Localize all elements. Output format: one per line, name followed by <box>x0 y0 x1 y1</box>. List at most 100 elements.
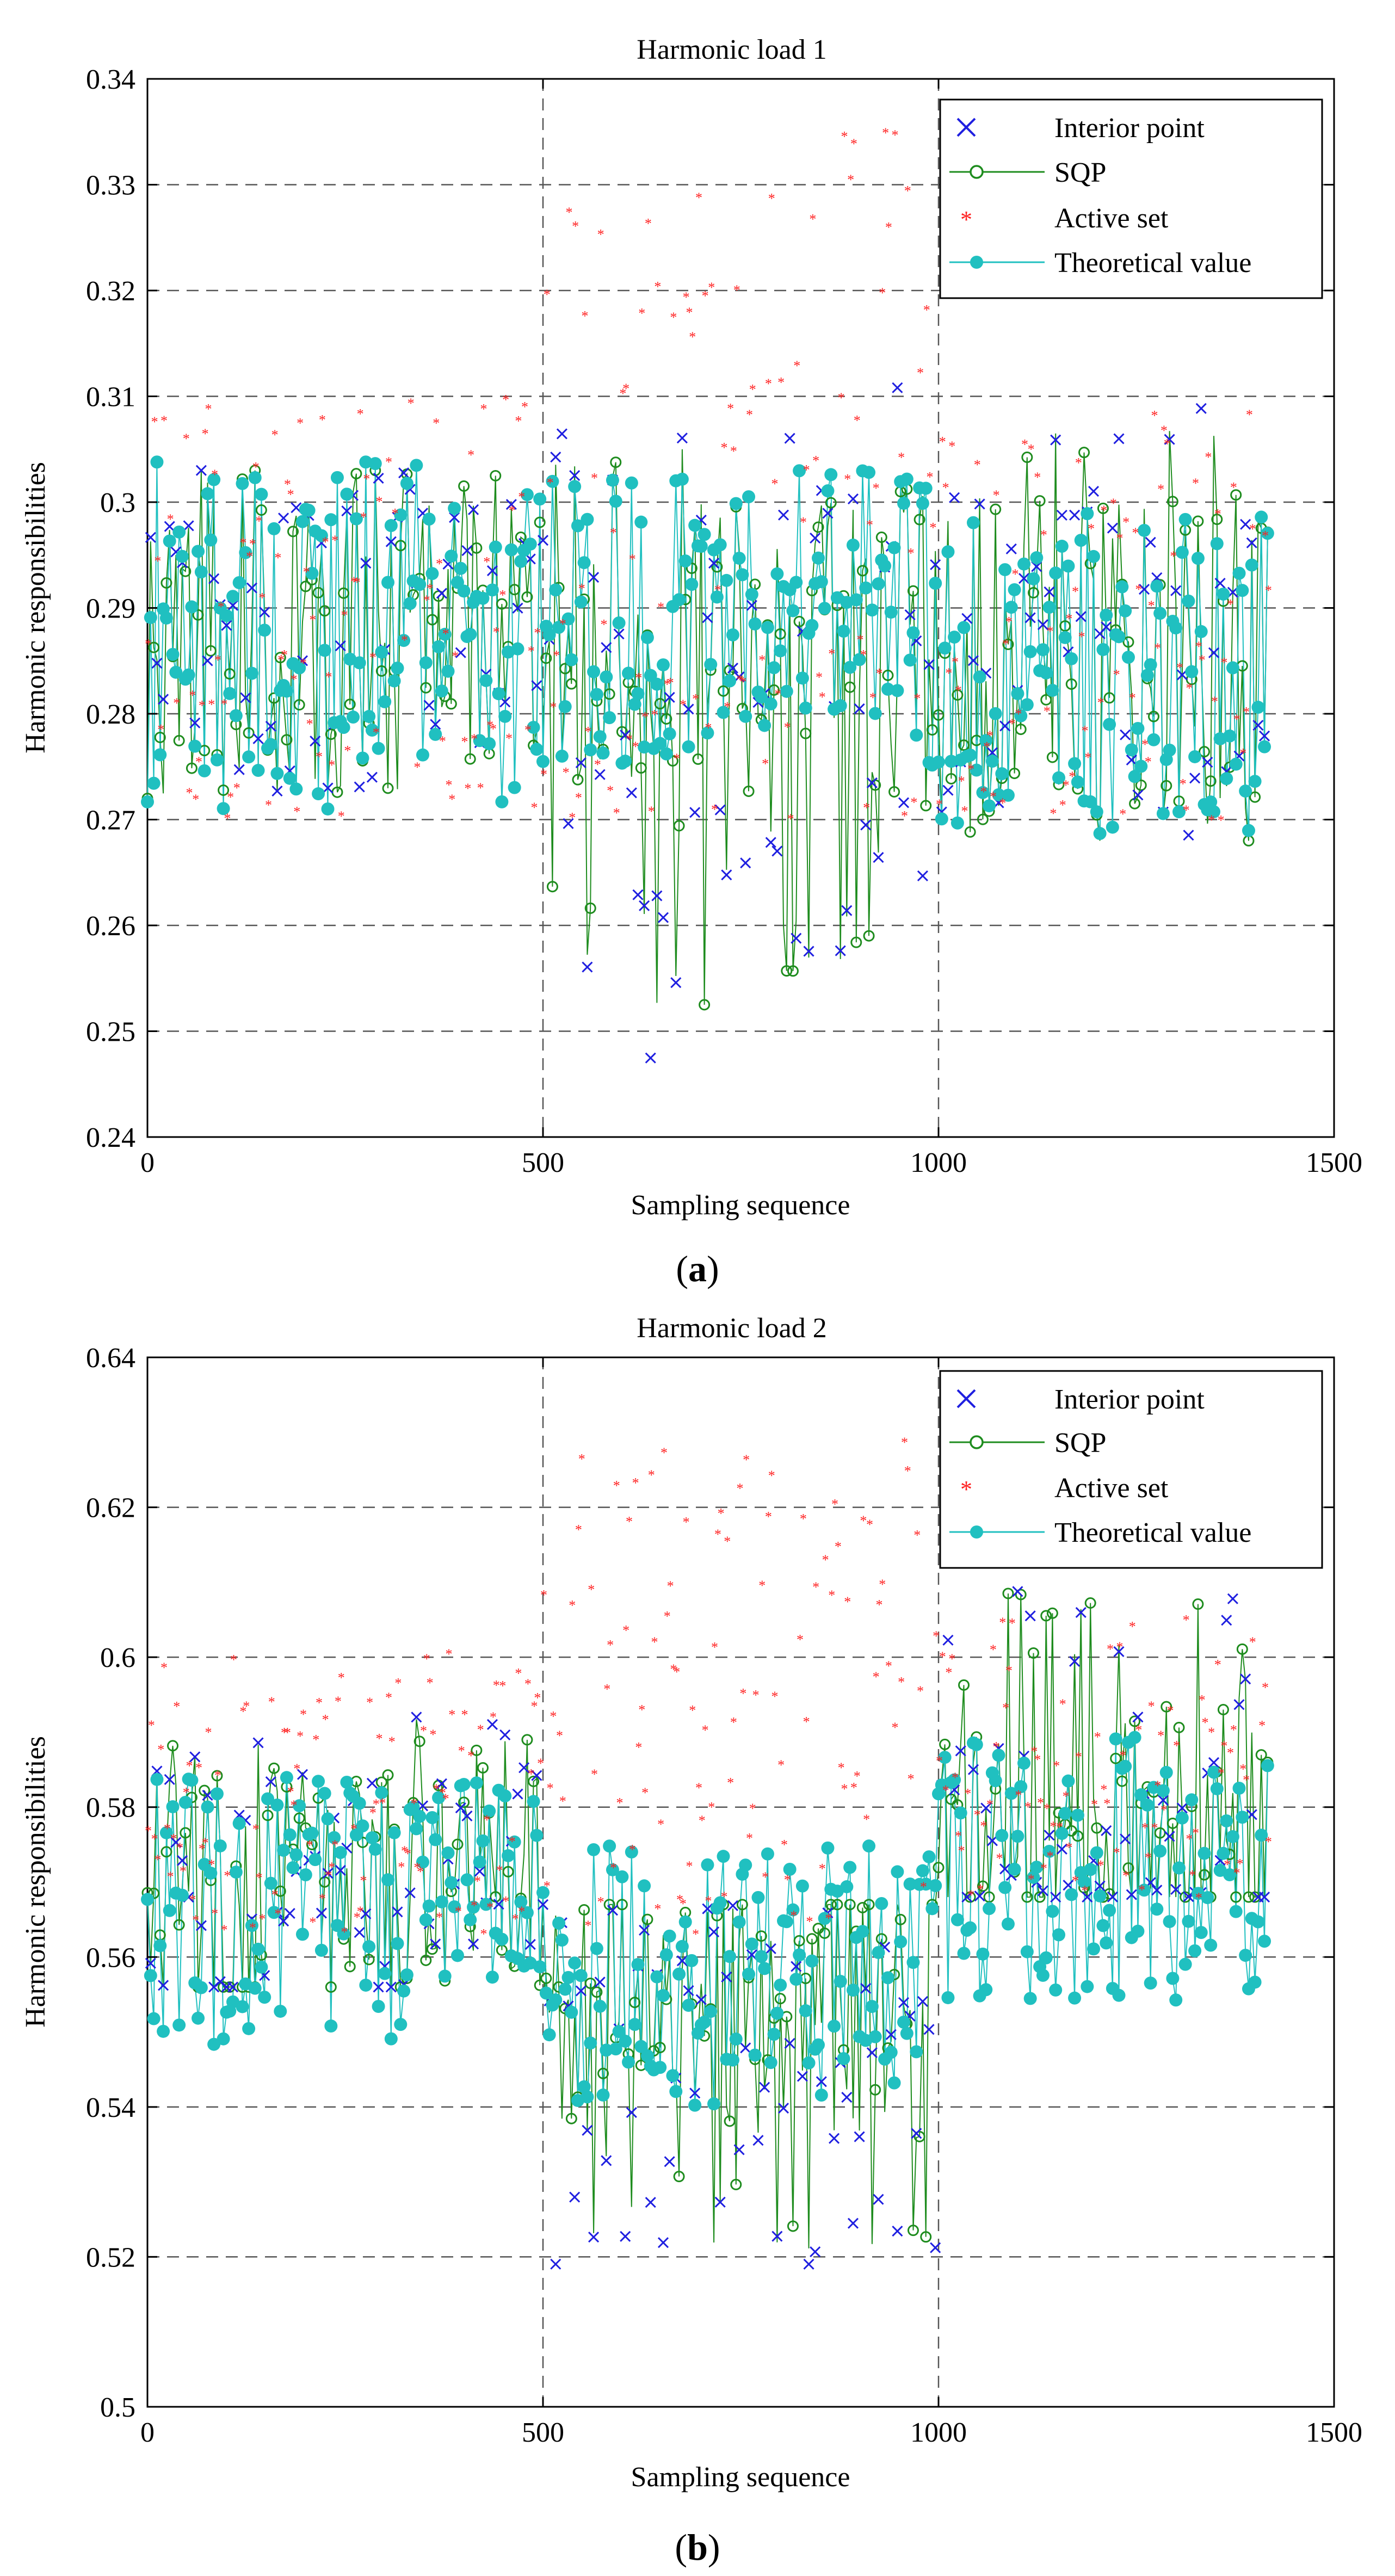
active-set-point: * <box>711 1639 718 1655</box>
sqp-point <box>255 504 267 516</box>
theoretical-point <box>1046 1905 1059 1918</box>
active-set-point: * <box>686 305 693 320</box>
theoretical-point <box>410 459 423 472</box>
theoretical-point <box>372 2000 385 2013</box>
interior-point <box>550 2258 561 2270</box>
theoretical-point <box>172 2018 186 2032</box>
sqp-point <box>635 762 647 774</box>
sqp-point <box>958 739 970 751</box>
interior-point <box>461 1810 473 1822</box>
active-set-point: * <box>1148 598 1155 614</box>
theoretical-point <box>834 1974 847 1988</box>
theoretical-point <box>887 541 901 554</box>
sqp-point <box>161 577 172 589</box>
interior-point <box>803 2258 814 2270</box>
active-set-point: * <box>433 416 440 431</box>
active-set-point: * <box>502 392 509 407</box>
active-set-point: * <box>1047 623 1054 639</box>
theoretical-point <box>324 2019 338 2033</box>
theoretical-point <box>1058 631 1072 644</box>
active-set-point: * <box>752 1687 760 1703</box>
active-set-point: * <box>913 690 921 706</box>
theoretical-point <box>277 1844 291 1857</box>
active-set-point: * <box>831 1496 838 1512</box>
interior-point <box>575 757 587 769</box>
active-set-point: * <box>1119 1747 1126 1763</box>
interior-point <box>537 1899 549 1910</box>
active-set-point: * <box>1009 1615 1016 1631</box>
theoretical-point <box>321 1812 335 1826</box>
theoretical-point <box>375 1786 388 1800</box>
theoretical-point <box>1207 1765 1220 1779</box>
theoretical-point <box>640 2049 654 2062</box>
interior-point <box>847 2217 859 2229</box>
interior-point <box>297 1769 308 1780</box>
interior-point <box>683 1985 694 1997</box>
active-set-point: * <box>1265 1834 1272 1850</box>
active-set-point: * <box>904 183 911 199</box>
theoretical-point <box>837 2052 850 2065</box>
active-set-point: * <box>1034 1752 1041 1768</box>
active-set-point: * <box>1030 1744 1038 1759</box>
theoretical-point <box>1039 1951 1053 1965</box>
active-set-point: * <box>290 1797 297 1813</box>
active-set-point: * <box>800 515 807 530</box>
theoretical-point <box>1014 1780 1028 1794</box>
active-set-point: * <box>170 1831 177 1847</box>
interior-point <box>1120 729 1131 740</box>
theoretical-point <box>1001 788 1015 802</box>
active-set-point: * <box>739 674 746 690</box>
active-set-point: * <box>727 401 734 417</box>
x-tick-label: 1000 <box>910 1147 967 1178</box>
y-tick-label: 0.28 <box>86 699 135 730</box>
active-set-point: * <box>967 1887 974 1903</box>
theoretical-point <box>625 476 638 490</box>
interior-point <box>1221 1615 1232 1626</box>
theoretical-point <box>546 474 559 488</box>
active-set-point: * <box>635 670 642 686</box>
sqp-point <box>913 2130 925 2142</box>
active-set-point: * <box>873 480 880 496</box>
active-set-point: * <box>917 1683 924 1699</box>
sqp-point <box>806 1933 818 1945</box>
sqp-point <box>1084 1597 1096 1609</box>
theoretical-point <box>1226 661 1239 675</box>
theoretical-point <box>457 584 471 598</box>
interior-point <box>1252 720 1264 731</box>
active-set-point: * <box>335 1694 342 1709</box>
active-set-point: * <box>1113 1845 1120 1861</box>
theoretical-point <box>416 1855 429 1869</box>
theoretical-point <box>992 788 1005 801</box>
theoretical-point <box>774 644 787 658</box>
theoretical-point <box>717 1850 730 1863</box>
theoretical-point <box>185 1774 199 1787</box>
sqp-point <box>274 1885 286 1897</box>
theoretical-point <box>726 2053 739 2067</box>
sqp-point <box>1002 1587 1014 1599</box>
active-set-point: * <box>1151 408 1158 424</box>
active-set-point: * <box>1243 1772 1250 1788</box>
active-set-point: * <box>578 1451 585 1467</box>
active-set-point: * <box>499 1678 506 1694</box>
theoretical-point <box>1261 527 1274 540</box>
active-set-point: * <box>692 691 699 707</box>
interior-point <box>974 498 985 510</box>
theoretical-point <box>318 644 331 657</box>
theoretical-point <box>450 1949 464 1962</box>
sqp-point <box>743 785 755 797</box>
active-set-point: * <box>277 652 285 668</box>
active-set-point: * <box>1233 1865 1240 1881</box>
theoretical-point <box>150 455 164 469</box>
sqp-point <box>338 587 350 599</box>
active-set-point: * <box>1176 660 1183 676</box>
active-set-point: * <box>711 802 718 818</box>
theoretical-point <box>464 628 477 641</box>
theoretical-point <box>666 2069 680 2083</box>
active-set-point: * <box>1262 1680 1269 1696</box>
interior-point <box>1069 509 1081 521</box>
active-set-point: * <box>955 683 962 699</box>
active-set-point: * <box>167 1869 174 1885</box>
theoretical-point <box>330 471 344 484</box>
active-set-point: * <box>1129 690 1136 706</box>
sqp-point <box>1173 1721 1185 1733</box>
